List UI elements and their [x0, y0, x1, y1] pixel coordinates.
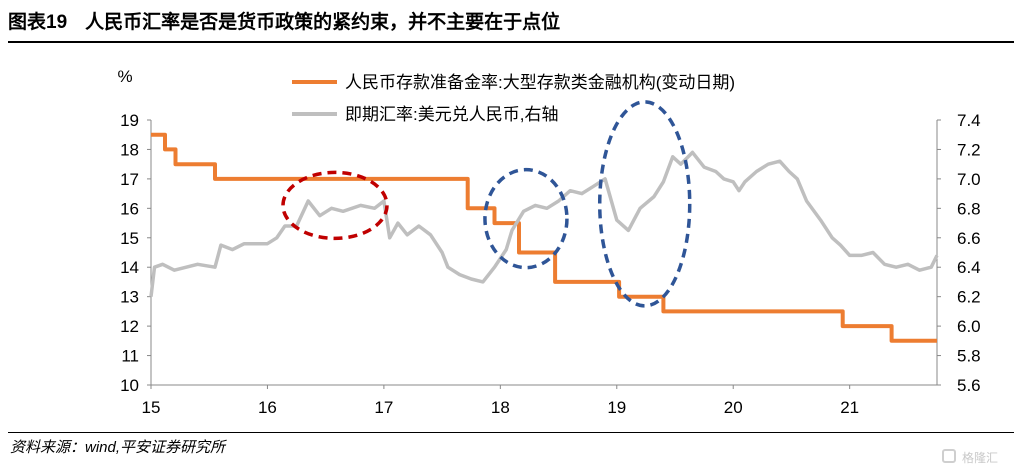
rrr-series-line — [151, 132, 937, 343]
right-tick-label: 6.8 — [957, 199, 981, 218]
x-tick-label: 19 — [607, 398, 626, 417]
x-tick-label: 15 — [142, 398, 161, 417]
figure-title-text: 人民币汇率是否是货币政策的紧约束，并不主要在于点位 — [85, 12, 561, 33]
source-note: 资料来源：wind,平安证券研究所 — [10, 439, 226, 456]
right-tick-label: 5.8 — [957, 347, 981, 366]
figure-label: 图表19 — [8, 12, 68, 33]
left-tick-label: 19 — [120, 111, 139, 130]
watermark: 格隆汇 — [942, 447, 1016, 467]
source-rule — [8, 432, 1014, 433]
watermark-icon — [942, 449, 956, 463]
x-tick-label: 18 — [491, 398, 510, 417]
left-tick-label: 11 — [121, 347, 139, 366]
legend-label: 人民币存款准备金率:大型存款类金融机构(变动日期) — [345, 73, 735, 92]
right-tick-label: 7.4 — [957, 111, 981, 130]
right-tick-label: 6.0 — [957, 317, 981, 336]
x-tick-label: 21 — [840, 398, 859, 417]
figure-title: 图表19 人民币汇率是否是货币政策的紧约束，并不主要在于点位 — [8, 8, 1014, 38]
title-rule — [8, 41, 1014, 43]
left-tick-label: 16 — [120, 199, 139, 218]
x-tick-label: 20 — [724, 398, 743, 417]
left-tick-label: 14 — [120, 258, 139, 277]
left-tick-label: 13 — [120, 288, 139, 307]
highlight-ellipse — [483, 167, 569, 270]
watermark-text: 格隆汇 — [962, 451, 999, 465]
left-tick-label: 10 — [120, 376, 139, 395]
left-tick-label: 15 — [120, 229, 139, 248]
right-tick-label: 5.6 — [957, 376, 981, 395]
right-tick-label: 6.2 — [957, 288, 981, 307]
right-tick-label: 6.4 — [957, 258, 981, 277]
legend-label: 即期汇率:美元兑人民币,右轴 — [345, 105, 558, 124]
right-tick-label: 6.6 — [957, 229, 981, 248]
right-tick-label: 7.2 — [957, 140, 981, 159]
left-tick-label: 12 — [120, 317, 139, 336]
left-tick-label: 17 — [120, 170, 139, 189]
left-axis-unit: % — [117, 67, 132, 86]
x-tick-label: 16 — [258, 398, 277, 417]
left-tick-label: 18 — [120, 140, 139, 159]
x-tick-label: 17 — [374, 398, 393, 417]
highlight-ellipse — [281, 170, 389, 241]
right-tick-label: 7.0 — [957, 170, 981, 189]
